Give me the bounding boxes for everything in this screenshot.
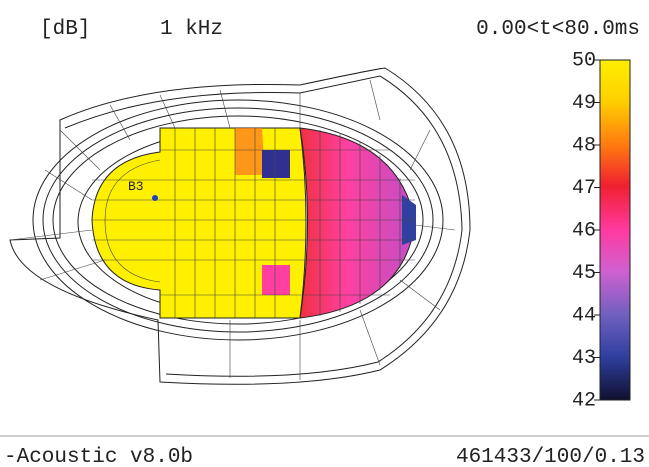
software-label: -Acoustic v8.0b xyxy=(4,446,193,467)
tick-label: 50 xyxy=(572,49,596,72)
tick-label: 48 xyxy=(572,134,596,157)
tick-label: 45 xyxy=(572,262,596,285)
tick-label: 44 xyxy=(572,304,596,327)
color-scale-ticks: 50 49 48 47 46 45 44 43 42 xyxy=(572,49,600,412)
tick-label: 49 xyxy=(572,92,596,115)
hall-model: B3 xyxy=(10,68,470,384)
screenshot: [dB] 1 kHz 0.00<t<80.0ms B3 xyxy=(0,0,649,467)
tick-label: 43 xyxy=(572,347,596,370)
unit-label: [dB] xyxy=(40,18,90,41)
color-scale xyxy=(600,60,630,400)
run-info: 461433/100/0.13 xyxy=(456,446,645,467)
time-window-label: 0.00<t<80.0ms xyxy=(476,18,640,41)
tick-label: 47 xyxy=(572,177,596,200)
tick-label: 42 xyxy=(572,389,596,412)
tick-label: 46 xyxy=(572,219,596,242)
source-label: B3 xyxy=(128,179,144,194)
frequency-label: 1 kHz xyxy=(160,18,223,41)
